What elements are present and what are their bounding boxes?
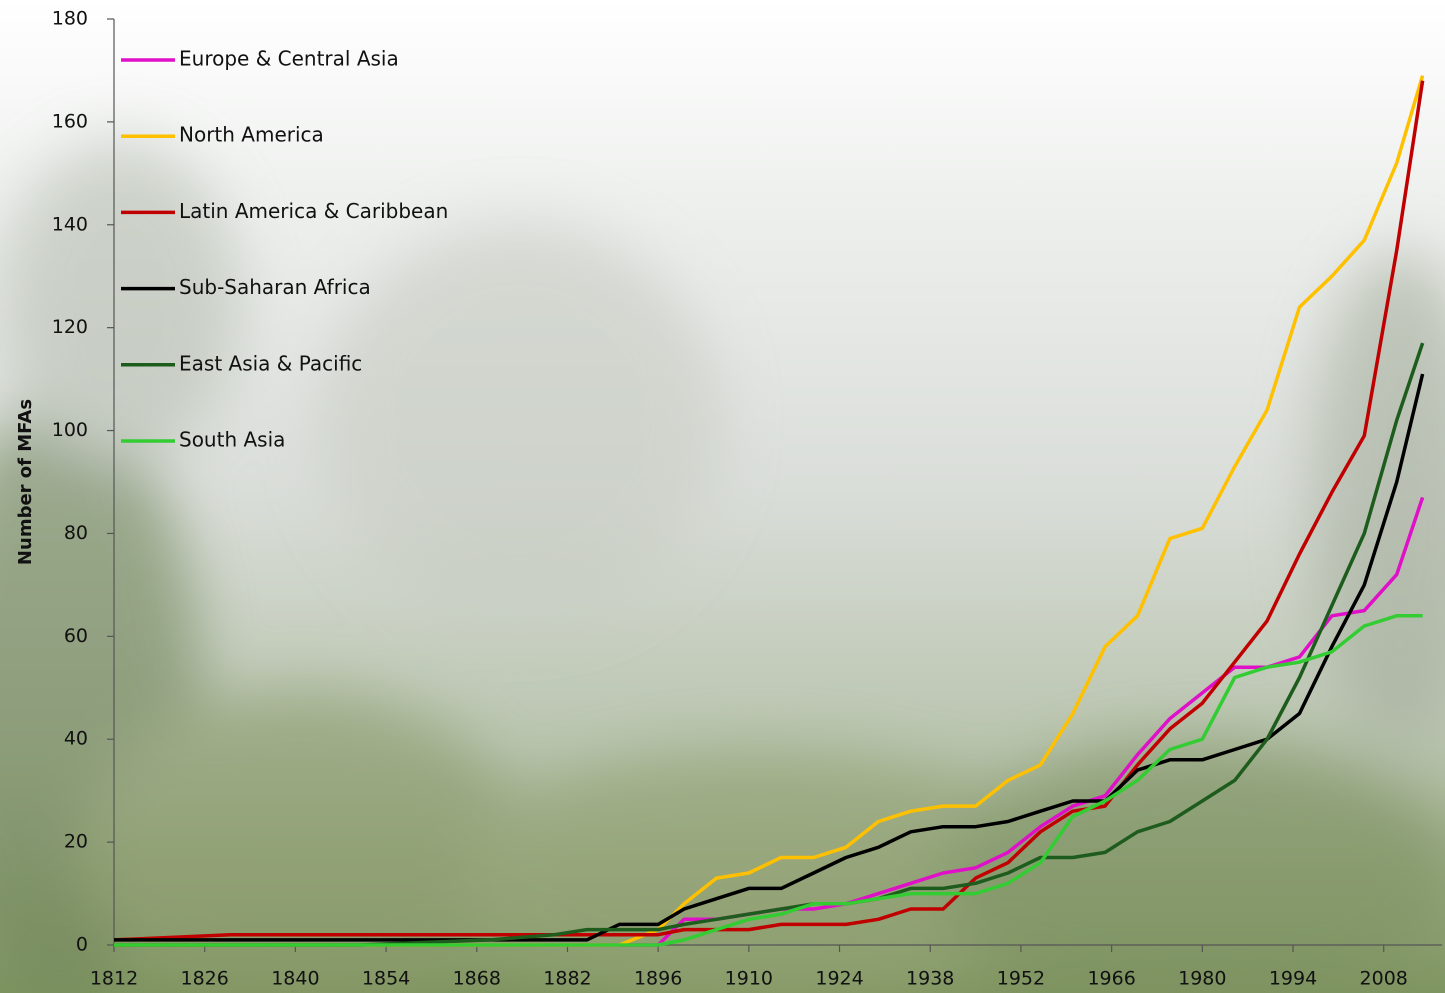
y-tick-label: 100 [52, 419, 88, 441]
x-tick-label: 1924 [815, 968, 863, 990]
y-tick-label: 0 [76, 934, 88, 956]
x-tick-label: 1882 [543, 968, 591, 990]
legend-label: Europe & Central Asia [179, 47, 399, 71]
x-tick-label: 1938 [906, 968, 954, 990]
x-tick-label: 1868 [453, 968, 501, 990]
y-tick-label: 180 [52, 8, 88, 30]
x-tick-label: 1826 [181, 968, 229, 990]
y-tick-label: 80 [64, 522, 88, 544]
legend-label: East Asia & Pacific [179, 351, 362, 375]
y-tick-label: 40 [64, 728, 88, 750]
x-tick-label: 1840 [271, 968, 319, 990]
x-tick-label: 1952 [997, 968, 1045, 990]
x-tick-label: 1910 [725, 968, 773, 990]
x-tick-label: 1896 [634, 968, 682, 990]
y-tick-label: 20 [64, 831, 88, 853]
y-tick-label: 160 [52, 110, 88, 132]
legend-label: Sub-Saharan Africa [179, 275, 371, 299]
y-axis-label: Number of MFAs [15, 399, 36, 565]
x-tick-label: 1980 [1178, 968, 1226, 990]
legend-label: South Asia [179, 428, 285, 452]
y-tick-label: 120 [52, 316, 88, 338]
legend-label: North America [179, 123, 324, 147]
legend-label: Latin America & Caribbean [179, 199, 448, 223]
x-tick-label: 1966 [1087, 968, 1135, 990]
x-tick-label: 2008 [1360, 968, 1408, 990]
y-tick-label: 140 [52, 213, 88, 235]
x-tick-label: 1812 [90, 968, 138, 990]
y-tick-label: 60 [64, 625, 88, 647]
chart: Number of MFAs 0 20 40 60 80 100 120 140 160 180 1… [0, 0, 1445, 993]
x-tick-label: 1854 [362, 968, 410, 990]
x-tick-label: 1994 [1269, 968, 1317, 990]
